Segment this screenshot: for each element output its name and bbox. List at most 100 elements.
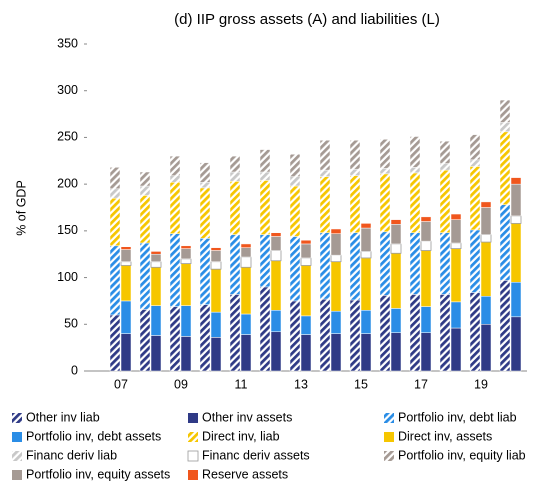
bar-segment bbox=[229, 171, 241, 182]
bar-segment bbox=[450, 327, 462, 372]
bar-segment bbox=[319, 176, 331, 233]
bar-segment bbox=[139, 171, 151, 187]
bar-segment bbox=[330, 261, 342, 312]
y-tick-label: 300 bbox=[57, 83, 78, 97]
legend-label: Reserve assets bbox=[202, 467, 288, 481]
bar-segment bbox=[510, 183, 522, 217]
bar-segment bbox=[259, 234, 271, 288]
bar-segment bbox=[450, 248, 462, 303]
bar-segment bbox=[450, 242, 462, 250]
x-tick-label: 17 bbox=[414, 377, 428, 391]
bar-segment bbox=[180, 248, 192, 260]
bar-segment bbox=[229, 181, 241, 235]
x-tick-label: 13 bbox=[294, 377, 308, 391]
bar-segment bbox=[379, 168, 391, 175]
bar-segment bbox=[240, 334, 252, 372]
bar-segment bbox=[360, 257, 372, 311]
legend-label: Other inv assets bbox=[202, 410, 292, 424]
bar-segment bbox=[109, 245, 121, 316]
bar-segment bbox=[270, 260, 282, 311]
bar-segment bbox=[390, 224, 402, 245]
bar-segment bbox=[120, 246, 132, 250]
bar-segment bbox=[439, 232, 451, 295]
bar-segment bbox=[109, 188, 121, 199]
bar-segment bbox=[450, 213, 462, 220]
bar-segment bbox=[229, 294, 241, 372]
bar-segment bbox=[259, 149, 271, 173]
legend-label: Portfolio inv, equity assets bbox=[26, 467, 170, 481]
bar-segment bbox=[469, 229, 481, 293]
bar-segment bbox=[210, 261, 222, 270]
bar-segment bbox=[120, 265, 132, 302]
bar-segment bbox=[259, 286, 271, 372]
bar-segment bbox=[109, 314, 121, 372]
bar-segment bbox=[439, 169, 451, 233]
bar-segment bbox=[210, 250, 222, 262]
bar-segment bbox=[169, 175, 181, 183]
bar-segment bbox=[180, 245, 192, 249]
legend-swatch bbox=[12, 451, 22, 461]
bar-segment bbox=[379, 139, 391, 169]
bar-segment bbox=[240, 313, 252, 335]
bar-segment bbox=[330, 254, 342, 263]
legend-swatch bbox=[12, 413, 22, 423]
bar-segment bbox=[349, 299, 361, 372]
bar-segment bbox=[319, 139, 331, 171]
legend-label: Other inv liab bbox=[26, 410, 100, 424]
bar-segment bbox=[450, 219, 462, 244]
bar-segment bbox=[210, 268, 222, 313]
bar-segment bbox=[270, 250, 282, 262]
bar-segment bbox=[150, 335, 162, 372]
bar-segment bbox=[180, 263, 192, 306]
legend-label: Financ deriv liab bbox=[26, 448, 117, 462]
bar-segment bbox=[379, 295, 391, 372]
bar-segment bbox=[480, 234, 492, 243]
legend-swatch bbox=[187, 450, 199, 462]
legend-swatch bbox=[384, 451, 394, 461]
bar-segment bbox=[330, 233, 342, 256]
bar-segment bbox=[469, 134, 481, 161]
bar-segment bbox=[390, 308, 402, 333]
legend-label: Portfolio inv, debt liab bbox=[398, 410, 517, 424]
bar-segment bbox=[510, 281, 522, 318]
bar-segment bbox=[270, 236, 282, 251]
bar-segment bbox=[499, 99, 511, 123]
bar-segment bbox=[420, 250, 432, 307]
bar-segment bbox=[379, 231, 391, 296]
bar-segment bbox=[289, 300, 301, 372]
bar-segment bbox=[469, 159, 481, 167]
bar-segment bbox=[360, 251, 372, 259]
bar-segment bbox=[499, 280, 511, 372]
bar-segment bbox=[210, 247, 222, 251]
bar-segment bbox=[169, 155, 181, 176]
bar-segment bbox=[150, 253, 162, 262]
bar-segment bbox=[499, 122, 511, 133]
legend-swatch bbox=[188, 432, 198, 442]
bar-segment bbox=[199, 304, 211, 372]
bar-segment bbox=[390, 332, 402, 372]
bar-segment bbox=[150, 251, 162, 255]
bar-segment bbox=[199, 238, 211, 305]
legend-swatch bbox=[188, 470, 198, 480]
bar-segment bbox=[420, 216, 432, 222]
bar-segment bbox=[330, 310, 342, 334]
bar-segment bbox=[270, 232, 282, 237]
bar-segment bbox=[469, 292, 481, 372]
bar-segment bbox=[499, 131, 511, 205]
bar-segment bbox=[480, 201, 492, 208]
bar-segment bbox=[420, 240, 432, 251]
bar-segment bbox=[199, 162, 211, 183]
bar-segment bbox=[180, 258, 192, 264]
bar-segment bbox=[300, 265, 312, 317]
bar-segment bbox=[409, 172, 421, 233]
bar-segment bbox=[120, 249, 132, 262]
bar-segment bbox=[510, 223, 522, 283]
bar-segment bbox=[319, 169, 331, 177]
x-tick-label: 15 bbox=[354, 377, 368, 391]
bar-segment bbox=[139, 309, 151, 372]
bar-segment bbox=[319, 298, 331, 372]
bar-segment bbox=[259, 180, 271, 235]
bar-segment bbox=[120, 300, 132, 334]
bar-segment bbox=[300, 257, 312, 266]
